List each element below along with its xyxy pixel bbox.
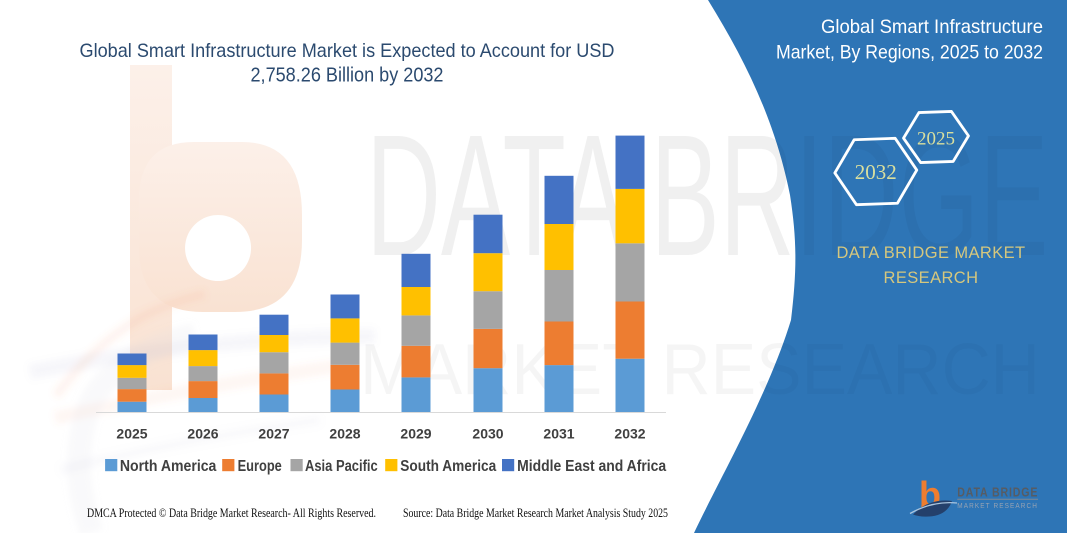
svg-text:DMCA Protected © Data Bridge M: DMCA Protected © Data Bridge Market Rese… [87, 506, 376, 520]
svg-text:Source: Data Bridge Market Res: Source: Data Bridge Market Research Mark… [403, 506, 668, 520]
svg-text:DATA BRIDGE MARKET: DATA BRIDGE MARKET [836, 244, 1025, 262]
svg-text:2026: 2026 [187, 426, 218, 442]
svg-text:2031: 2031 [543, 426, 574, 442]
svg-text:2027: 2027 [258, 426, 289, 442]
svg-text:MARKET RESEARCH: MARKET RESEARCH [360, 330, 1040, 410]
svg-text:2032: 2032 [614, 426, 645, 442]
svg-text:Global Smart Infrastructure: Global Smart Infrastructure [821, 16, 1043, 38]
svg-text:2,758.26 Billion by 2032: 2,758.26 Billion by 2032 [251, 64, 444, 87]
svg-text:DATA BRIDGE: DATA BRIDGE [366, 100, 1048, 293]
svg-text:2028: 2028 [329, 426, 360, 442]
svg-text:2025: 2025 [116, 426, 147, 442]
svg-text:Asia Pacific: Asia Pacific [305, 458, 378, 475]
svg-text:2029: 2029 [400, 426, 431, 442]
svg-text:MARKET RESEARCH: MARKET RESEARCH [957, 503, 1038, 510]
svg-text:North America: North America [120, 458, 217, 475]
svg-text:Middle East and Africa: Middle East and Africa [517, 458, 666, 475]
svg-text:DATA BRIDGE: DATA BRIDGE [957, 486, 1038, 500]
svg-text:2030: 2030 [472, 426, 503, 442]
svg-text:2025: 2025 [917, 129, 955, 150]
svg-text:Europe: Europe [238, 458, 282, 475]
svg-text:Market, By Regions, 2025 to 20: Market, By Regions, 2025 to 2032 [776, 42, 1043, 64]
svg-text:South America: South America [400, 458, 496, 475]
svg-text:RESEARCH: RESEARCH [884, 269, 979, 287]
svg-text:2032: 2032 [855, 160, 897, 184]
svg-text:Global Smart Infrastructure Ma: Global Smart Infrastructure Market is Ex… [80, 40, 615, 62]
